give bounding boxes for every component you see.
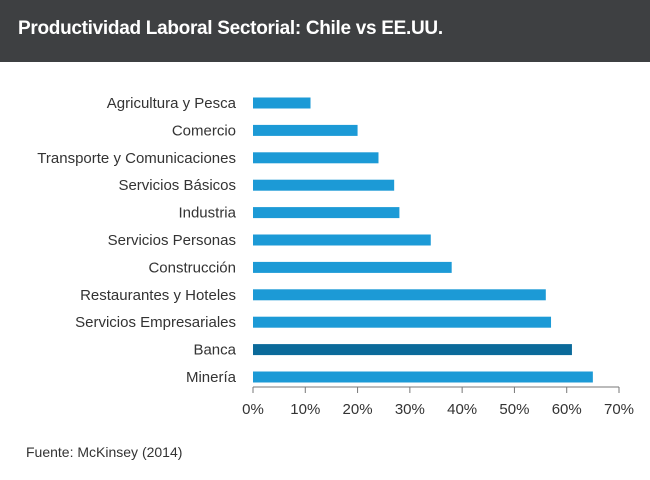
x-tick-label: 40%: [447, 401, 477, 418]
category-label-transporte-y-comunicaciones: Transporte y Comunicaciones: [37, 150, 236, 167]
category-label-industria: Industria: [178, 205, 236, 222]
x-tick-label: 0%: [242, 401, 264, 418]
bar-banca: [253, 344, 572, 356]
x-tick-label: 30%: [395, 401, 425, 418]
category-label-banca: Banca: [193, 342, 236, 359]
chart-title: Productividad Laboral Sectorial: Chile v…: [18, 18, 443, 39]
category-label-comercio: Comercio: [172, 122, 236, 139]
category-label-servicios-basicos: Servicios Básicos: [118, 177, 236, 194]
category-label-mineria: Minería: [186, 369, 237, 386]
category-label-construccion: Construcción: [148, 259, 236, 276]
bar-servicios-empresariales: [253, 316, 552, 328]
bar-construccion: [253, 261, 452, 273]
bar-industria: [253, 207, 400, 219]
source-note: Fuente: McKinsey (2014): [26, 444, 183, 460]
x-tick-label: 50%: [499, 401, 529, 418]
x-tick-label: 70%: [604, 401, 634, 418]
category-label-agricultura-y-pesca: Agricultura y Pesca: [107, 95, 237, 112]
category-label-restaurantes-y-hoteles: Restaurantes y Hoteles: [80, 287, 236, 304]
category-label-servicios-personas: Servicios Personas: [108, 232, 236, 249]
bar-restaurantes-y-hoteles: [253, 289, 546, 301]
title-bar: Productividad Laboral Sectorial: Chile v…: [0, 0, 650, 62]
x-tick-label: 10%: [290, 401, 320, 418]
bar-comercio: [253, 124, 358, 136]
x-tick-label: 60%: [552, 401, 582, 418]
category-label-servicios-empresariales: Servicios Empresariales: [75, 314, 236, 331]
bar-servicios-basicos: [253, 179, 395, 191]
x-tick-label: 20%: [343, 401, 373, 418]
bar-agricultura-y-pesca: [253, 97, 311, 109]
bar-servicios-personas: [253, 234, 431, 246]
bar-mineria: [253, 371, 593, 383]
bar-chart: Agricultura y Pesca Comercio Transporte y …: [37, 95, 634, 418]
bar-transporte-y-comunicaciones: [253, 152, 379, 164]
